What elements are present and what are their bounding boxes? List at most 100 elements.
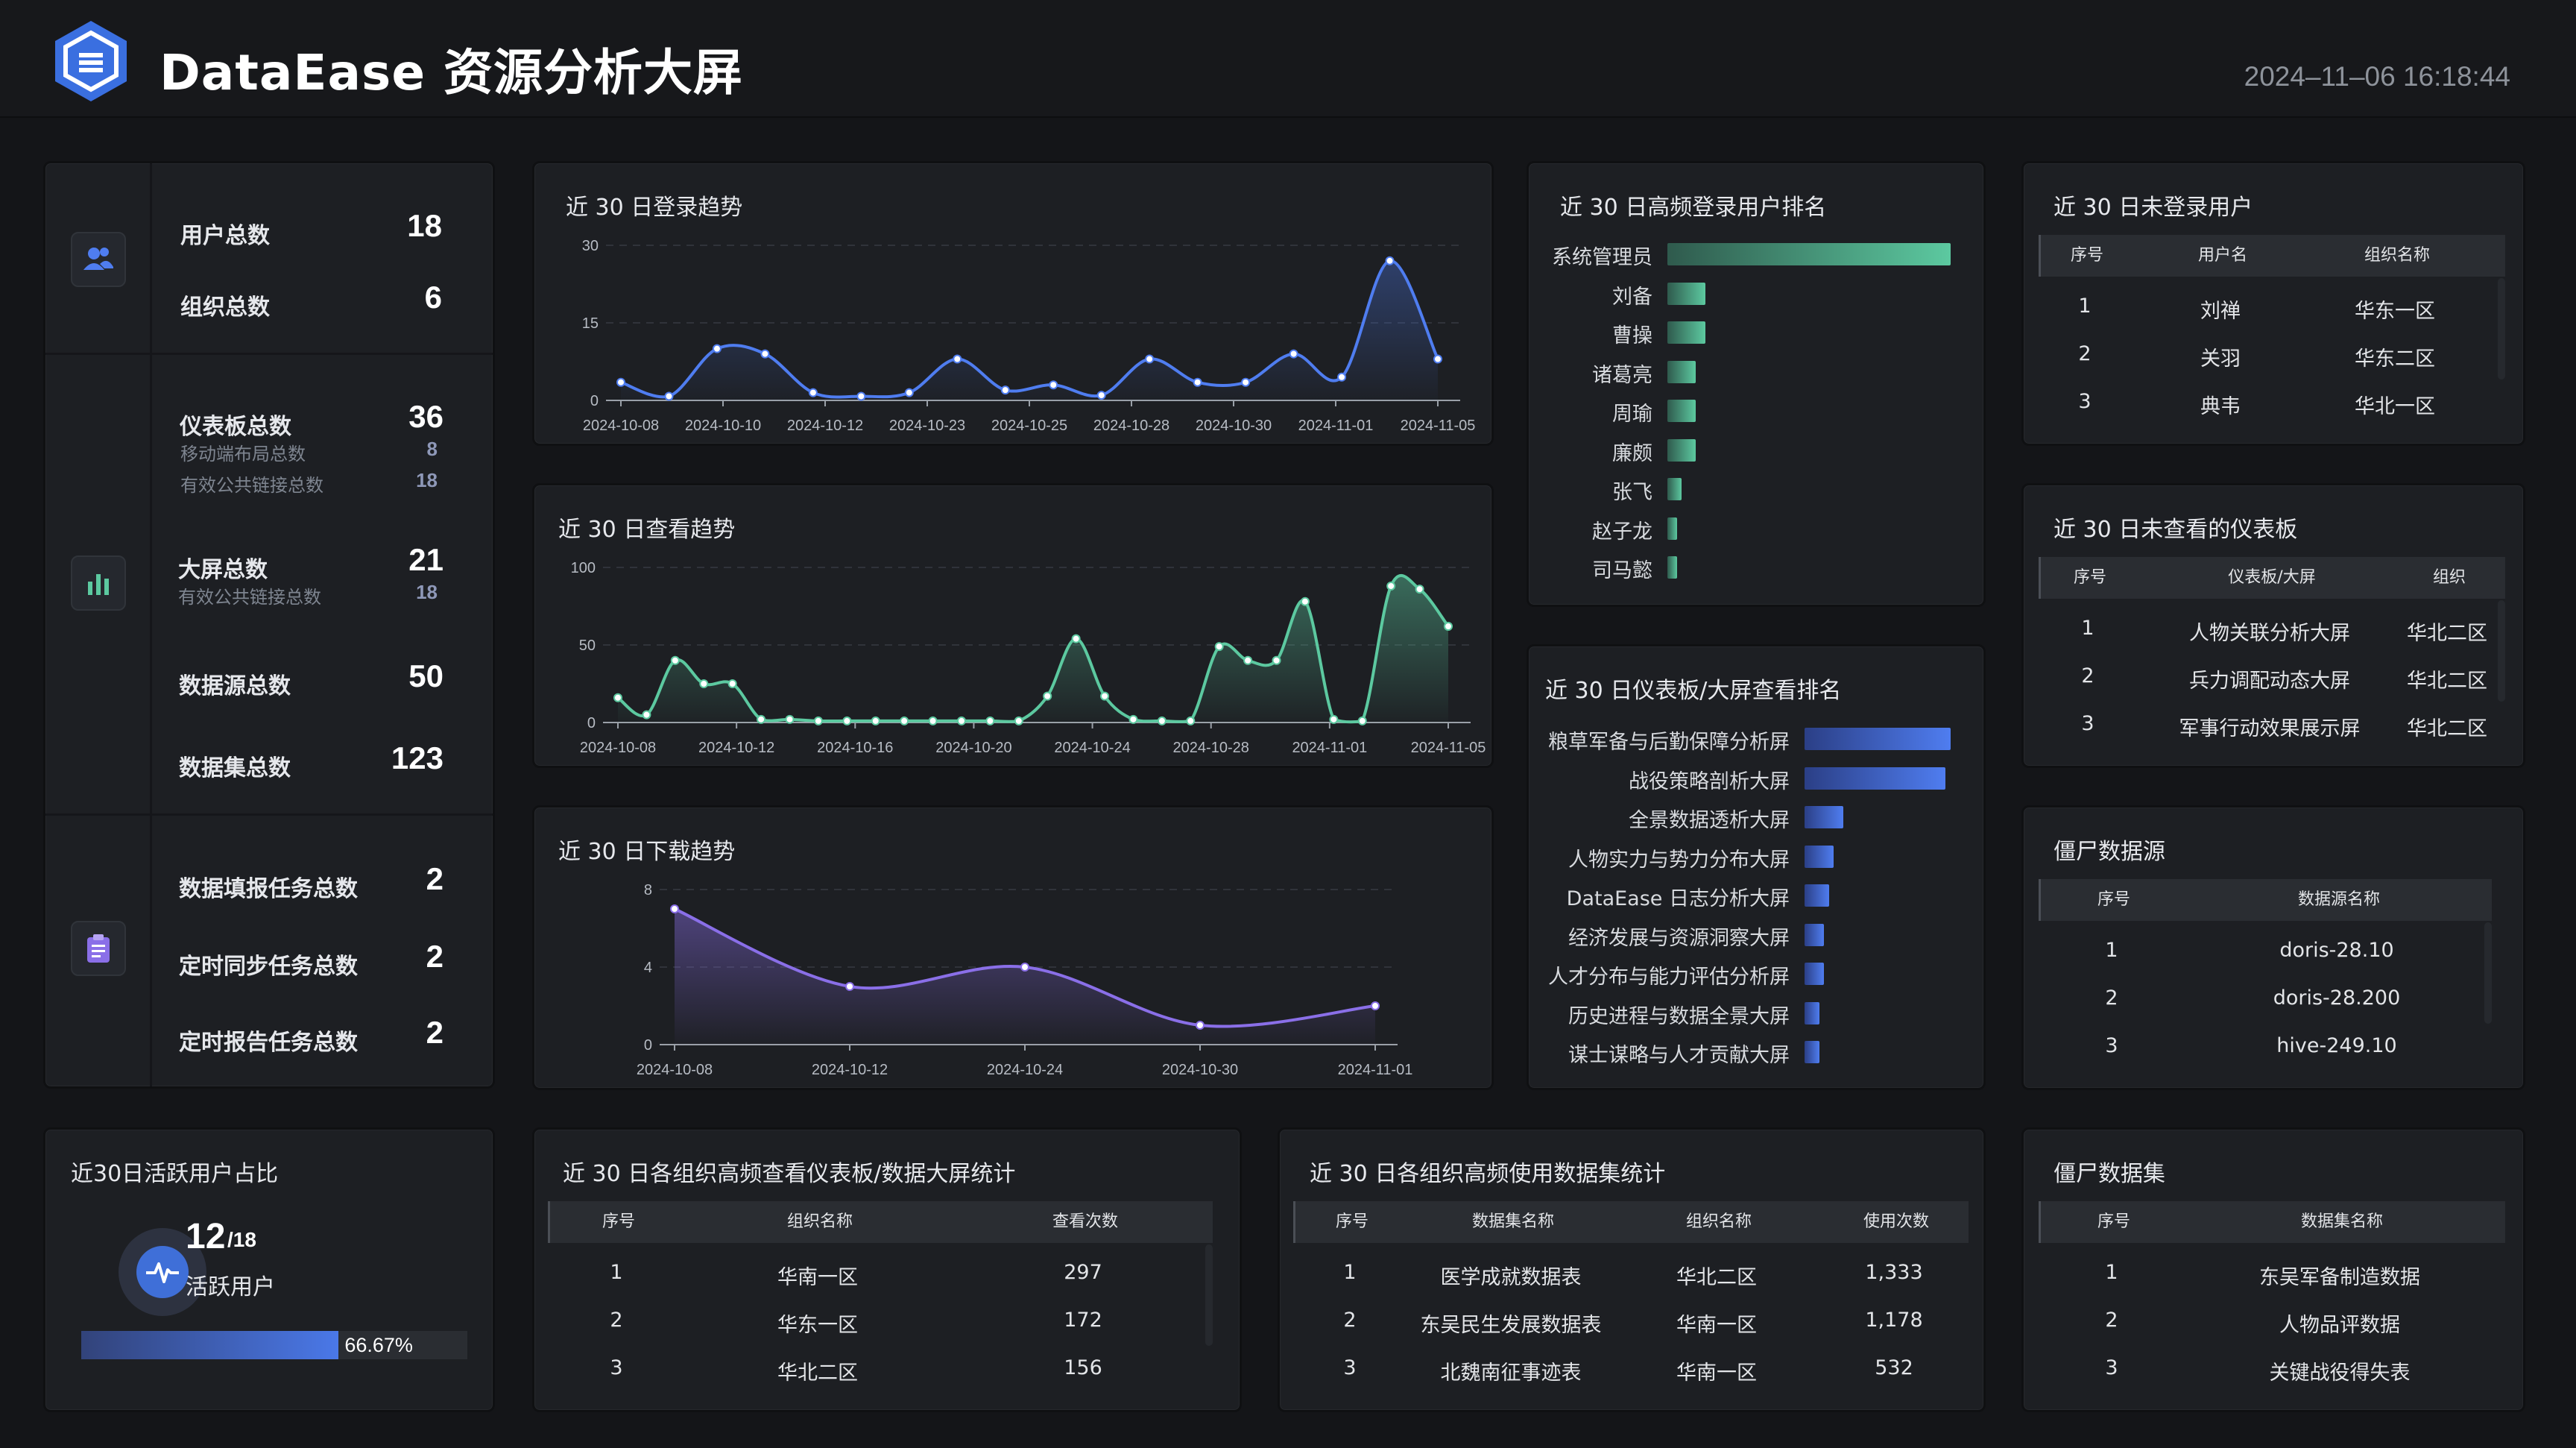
data-point xyxy=(785,714,795,724)
x-tick-label: 2024-10-10 xyxy=(685,418,761,434)
table-cell: 典韦 xyxy=(2200,395,2241,418)
screen-public-link-value: 18 xyxy=(416,581,438,603)
data-point xyxy=(757,714,766,724)
table-cell: 华东二区 xyxy=(2355,347,2435,371)
rank-label: 谋士谋略与人才贡献大屏 xyxy=(1568,1044,1790,1067)
table-cell: 172 xyxy=(1064,1309,1102,1332)
data-point xyxy=(808,388,818,397)
data-point xyxy=(1243,655,1253,665)
rank-label: 周瑜 xyxy=(1612,403,1652,426)
column-header: 数据集名称 xyxy=(2300,1212,2383,1231)
data-point xyxy=(760,349,770,359)
data-point xyxy=(1157,716,1167,725)
data-point xyxy=(1128,714,1138,724)
table-cell: 东吴民生发展数据表 xyxy=(1420,1314,1602,1337)
table-header: 序号 数据集名称 组织名称 使用次数 xyxy=(1293,1201,1969,1243)
data-point xyxy=(1193,377,1202,387)
y-tick-label: 4 xyxy=(644,960,652,976)
data-point xyxy=(904,388,914,397)
rank-bar xyxy=(1667,438,1696,462)
x-tick-label: 2024-10-12 xyxy=(812,1062,888,1078)
panel-title: 近30日活跃用户占比 xyxy=(71,1161,279,1187)
active-user-count: 12 xyxy=(186,1217,226,1256)
data-point xyxy=(613,693,622,702)
x-tick-label: 2024-10-08 xyxy=(637,1062,713,1078)
data-point xyxy=(1385,256,1395,265)
inactive-users-panel: 近 30 日未登录用户 序号 用户名 组织名称 1 刘禅 华东一区 2 关羽 华东二区 3 典韦 华北… xyxy=(2021,161,2525,446)
table-cell: 华北二区 xyxy=(777,1362,858,1385)
table-cell: 华北二区 xyxy=(2407,717,2487,740)
panel-title: 近 30 日高频登录用户排名 xyxy=(1560,195,1827,221)
header-bar: DataEase 资源分析大屏 2024–11–06 16:18:44 xyxy=(0,0,2576,118)
data-point xyxy=(1371,1001,1380,1010)
y-tick-label: 15 xyxy=(582,315,599,332)
rank-bar xyxy=(1667,282,1705,305)
table-cell: 3 xyxy=(1343,1356,1357,1379)
table-header: 序号 数据源名称 xyxy=(2039,879,2492,921)
scrollbar[interactable] xyxy=(2498,278,2505,380)
table-header: 序号 仪表板/大屏 组织 xyxy=(2039,557,2505,599)
table-cell: 华南一区 xyxy=(1676,1314,1757,1337)
table-cell: 1 xyxy=(610,1261,623,1284)
x-tick-label: 2024-10-30 xyxy=(1162,1062,1238,1078)
table-cell: 北魏南征事迹表 xyxy=(1440,1362,1582,1385)
data-point xyxy=(1014,716,1023,725)
panel-title: 近 30 日各组织高频查看仪表板/数据大屏统计 xyxy=(563,1161,1016,1187)
data-point xyxy=(842,716,852,725)
data-point xyxy=(1357,716,1367,725)
datasource-total-value: 50 xyxy=(408,658,443,693)
data-point xyxy=(928,716,938,725)
x-tick-label: 2024-11-05 xyxy=(1401,418,1476,434)
x-tick-label: 2024-10-16 xyxy=(817,740,893,756)
data-point xyxy=(900,716,909,725)
table-cell: 3 xyxy=(2105,1356,2118,1379)
table-cell: 2 xyxy=(610,1309,623,1332)
data-point xyxy=(1043,691,1052,701)
dashboard-total-label: 仪表板总数 xyxy=(180,414,291,440)
table-cell: 华南一区 xyxy=(777,1266,858,1289)
data-point xyxy=(616,377,625,387)
rank-bar xyxy=(1667,556,1677,579)
mobile-layout-value: 8 xyxy=(426,438,438,460)
panel-title: 近 30 日仪表板/大屏查看排名 xyxy=(1545,678,1842,704)
data-point xyxy=(1214,642,1224,652)
table-cell: 医学成就数据表 xyxy=(1440,1266,1582,1289)
users-icon xyxy=(71,232,126,287)
series-area xyxy=(675,909,1375,1045)
column-header: 序号 xyxy=(2097,890,2130,909)
scrollbar[interactable] xyxy=(1205,1244,1213,1346)
data-point xyxy=(712,344,722,353)
panel-title: 近 30 日登录趋势 xyxy=(566,195,743,221)
rank-label: 全景数据透析大屏 xyxy=(1629,809,1790,832)
data-point xyxy=(1100,691,1110,701)
column-header: 序号 xyxy=(2070,246,2103,265)
scrollbar[interactable] xyxy=(2484,922,2492,1024)
table-cell: 华北二区 xyxy=(2407,670,2487,693)
series-area xyxy=(621,260,1438,400)
x-tick-label: 2024-10-12 xyxy=(698,740,774,756)
dashboard-public-link-value: 18 xyxy=(416,469,438,491)
data-point xyxy=(1186,716,1196,725)
table-cell: 2 xyxy=(2081,664,2094,687)
y-tick-label: 8 xyxy=(644,882,652,898)
panel-title: 僵尸数据集 xyxy=(2053,1161,2165,1187)
app-title: DataEase 资源分析大屏 xyxy=(160,44,744,101)
panel-title: 近 30 日查看趋势 xyxy=(558,517,736,543)
table-cell: 华北一区 xyxy=(2355,395,2435,418)
scrollbar[interactable] xyxy=(2498,600,2505,702)
rank-label: 粮草军备与后勤保障分析屏 xyxy=(1548,731,1790,754)
column-header: 序号 xyxy=(1335,1212,1368,1231)
table-cell: 2 xyxy=(2105,986,2118,1010)
data-point xyxy=(1300,596,1310,606)
x-tick-label: 2024-10-25 xyxy=(991,418,1067,434)
rank-label: 廉颇 xyxy=(1612,441,1652,465)
total-user-count: /18 xyxy=(227,1228,256,1251)
data-point xyxy=(670,655,680,665)
rank-bar xyxy=(1805,963,1825,985)
rank-label: 张飞 xyxy=(1612,481,1652,504)
view-trend-chart: 0 50 100 2024-10-08 2024-10-12 2024-10-16 2024… xyxy=(571,560,1486,756)
dashboard-public-link-label: 有效公共链接总数 xyxy=(180,475,323,496)
table-cell: 华南一区 xyxy=(1676,1362,1757,1385)
table-cell: 156 xyxy=(1064,1356,1102,1379)
table-header: 序号 数据集名称 xyxy=(2039,1201,2505,1243)
